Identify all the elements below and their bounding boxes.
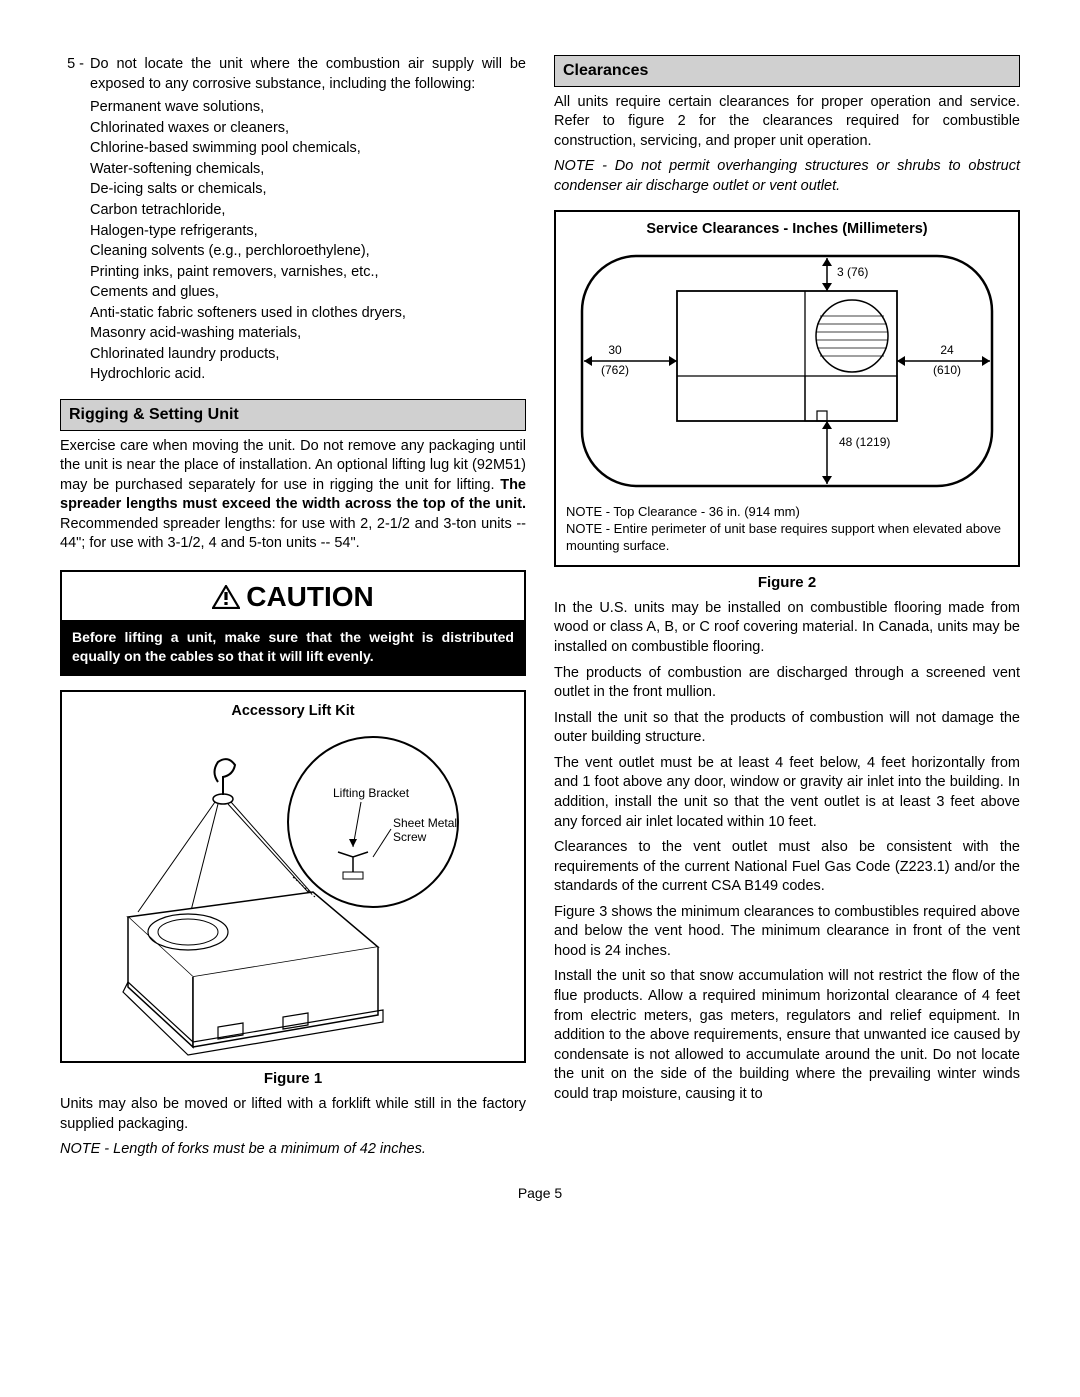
list-item: Permanent wave solutions, [90,98,526,118]
figure-2-notes: NOTE - Top Clearance - 36 in. (914 mm) N… [566,504,1008,555]
p7: Figure 3 shows the minimum clearances to… [554,903,1020,962]
bracket-label: Lifting Bracket [333,786,410,800]
screw-label-1: Sheet Metal [393,816,457,830]
lift-kit-diagram: Lifting Bracket Sheet Metal Screw [83,727,503,1057]
list-item: Anti-static fabric softeners used in clo… [90,304,526,324]
warning-icon [212,585,240,609]
right-clearance-in: 24 [940,343,954,357]
text: Recommended spreader lengths: for use wi… [60,516,526,552]
left-clearance-in: 30 [608,343,622,357]
figure-1-caption: Figure 1 [60,1069,526,1089]
clearances-note: NOTE - Do not permit overhanging structu… [554,157,1020,196]
text: Exercise care when moving the unit. Do n… [60,438,526,493]
list-item: Cleaning solvents (e.g., perchloroethyle… [90,242,526,262]
caution-label: CAUTION [246,581,374,612]
clearances-header: Clearances [554,55,1020,87]
p4: Install the unit so that the products of… [554,709,1020,748]
p5: The vent outlet must be at least 4 feet … [554,754,1020,832]
list-item: Hydrochloric acid. [90,365,526,385]
right-clearance-mm: (610) [933,363,961,377]
list-item: Carbon tetrachloride, [90,201,526,221]
clearances-p1: All units require certain clearances for… [554,93,1020,152]
list-item-5: 5 - Do not locate the unit where the com… [60,55,526,94]
figure-2-caption: Figure 2 [554,573,1020,593]
caution-title: CAUTION [62,572,524,620]
caution-box: CAUTION Before lifting a unit, make sure… [60,570,526,676]
list-item: Water-softening chemicals, [90,160,526,180]
chemical-list: Permanent wave solutions, Chlorinated wa… [60,98,526,385]
page-number: Page 5 [60,1184,1020,1203]
note-1: NOTE - Top Clearance - 36 in. (914 mm) [566,504,1008,521]
left-column: 5 - Do not locate the unit where the com… [60,55,526,1166]
list-item: De-icing salts or chemicals, [90,180,526,200]
top-clearance: 3 (76) [837,265,868,279]
p6: Clearances to the vent outlet must also … [554,838,1020,897]
bottom-clearance: 48 (1219) [839,435,890,449]
clearance-diagram: 3 (76) 30 (762) 24 (610) 48 (1219) [567,246,1007,496]
two-column-layout: 5 - Do not locate the unit where the com… [60,55,1020,1166]
screw-label-2: Screw [393,830,427,844]
p3: The products of combustion are discharge… [554,664,1020,703]
list-item: Chlorine-based swimming pool chemicals, [90,139,526,159]
right-column: Clearances All units require certain cle… [554,55,1020,1166]
figure-1-title: Accessory Lift Kit [70,702,516,722]
forklift-note: NOTE - Length of forks must be a minimum… [60,1140,526,1160]
item-text: Do not locate the unit where the combust… [90,55,526,94]
rigging-paragraph: Exercise care when moving the unit. Do n… [60,437,526,554]
forklift-text: Units may also be moved or lifted with a… [60,1095,526,1134]
item-number: 5 - [60,55,90,94]
list-item: Masonry acid-washing materials, [90,324,526,344]
figure-1-box: Accessory Lift Kit Lifting Bracket Sheet… [60,690,526,1064]
left-clearance-mm: (762) [601,363,629,377]
list-item: Chlorinated laundry products, [90,345,526,365]
list-item: Printing inks, paint removers, varnishes… [90,263,526,283]
p8: Install the unit so that snow accumulati… [554,967,1020,1104]
p2: In the U.S. units may be installed on co… [554,599,1020,658]
figure-2-title: Service Clearances - Inches (Millimeters… [562,220,1012,240]
caution-body: Before lifting a unit, make sure that th… [62,620,524,674]
figure-2-box: Service Clearances - Inches (Millimeters… [554,210,1020,566]
list-item: Chlorinated waxes or cleaners, [90,119,526,139]
list-item: Cements and glues, [90,283,526,303]
list-item: Halogen-type refrigerants, [90,222,526,242]
rigging-header: Rigging & Setting Unit [60,399,526,431]
note-2: NOTE - Entire perimeter of unit base req… [566,521,1008,555]
